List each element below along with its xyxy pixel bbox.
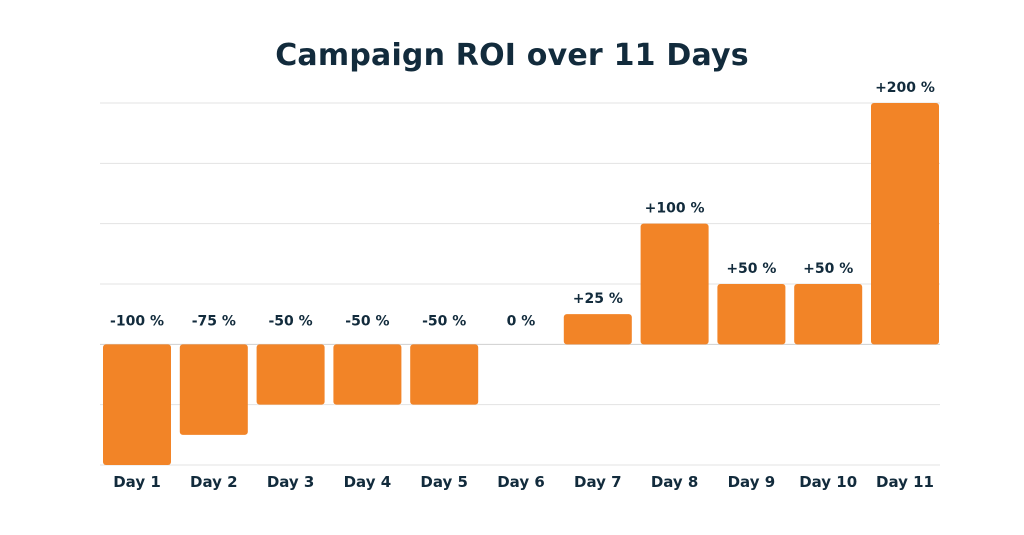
x-tick-label: Day 10 bbox=[799, 473, 857, 491]
x-tick-label: Day 7 bbox=[574, 473, 622, 491]
x-tick-label: Day 4 bbox=[344, 473, 392, 491]
data-label: +50 % bbox=[803, 261, 853, 277]
data-label: -50 % bbox=[422, 313, 466, 329]
bar-layer bbox=[103, 103, 939, 465]
data-label: -50 % bbox=[268, 313, 312, 329]
chart-title: Campaign ROI over 11 Days bbox=[275, 38, 749, 73]
data-label: 0 % bbox=[507, 313, 536, 329]
x-tick-label: Day 1 bbox=[113, 473, 161, 491]
bar bbox=[563, 314, 632, 345]
bar bbox=[256, 344, 325, 405]
x-tick-label: Day 2 bbox=[190, 473, 238, 491]
data-label: -50 % bbox=[345, 313, 389, 329]
data-label: +100 % bbox=[645, 201, 705, 217]
bar bbox=[179, 344, 248, 435]
bar bbox=[871, 103, 939, 345]
x-tick-label: Day 9 bbox=[728, 473, 776, 491]
x-tick-label: Day 3 bbox=[267, 473, 315, 491]
x-tick-label: Day 6 bbox=[497, 473, 545, 491]
data-label: +200 % bbox=[875, 80, 935, 96]
data-label: -75 % bbox=[192, 313, 236, 329]
bar bbox=[410, 344, 479, 405]
data-label: +25 % bbox=[573, 291, 623, 307]
bar bbox=[640, 223, 709, 345]
bar bbox=[794, 284, 863, 345]
label-layer: -100 % Day 1 -75 % Day 2 -50 % Day 3 -50 % Day … bbox=[110, 80, 935, 491]
bar bbox=[717, 284, 786, 345]
bar bbox=[333, 344, 402, 405]
bar bbox=[103, 344, 171, 465]
data-label: +50 % bbox=[726, 261, 776, 277]
x-tick-label: Day 11 bbox=[876, 473, 934, 491]
x-tick-label: Day 8 bbox=[651, 473, 699, 491]
data-label: -100 % bbox=[110, 313, 164, 329]
x-tick-label: Day 5 bbox=[420, 473, 468, 491]
